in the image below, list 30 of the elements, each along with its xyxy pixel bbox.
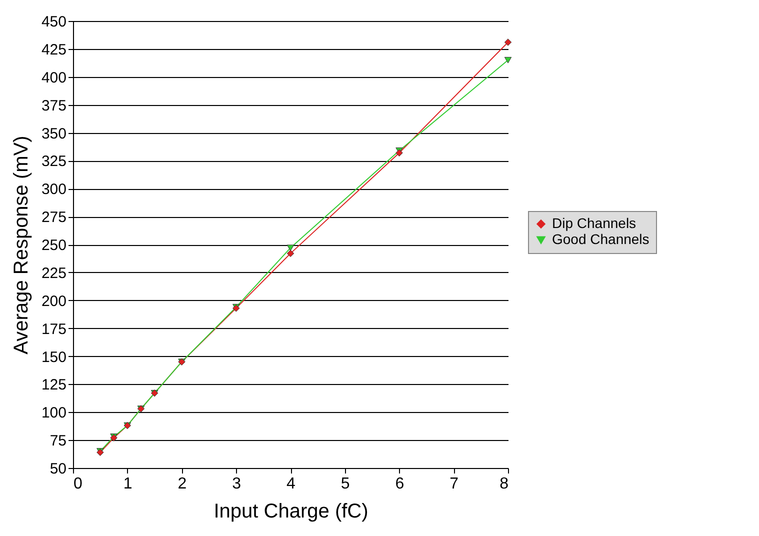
y-tick-label: 100 — [41, 404, 66, 422]
x-tick-label: 0 — [74, 476, 82, 492]
x-tick-label: 3 — [232, 476, 242, 492]
legend-label: Dip Channels — [552, 215, 636, 231]
x-tick-label: 7 — [450, 476, 459, 492]
x-tick-label: 1 — [123, 476, 132, 492]
y-tick-label: 125 — [41, 376, 66, 394]
y-axis-title: Average Response (mV) — [10, 136, 32, 354]
x-tick-label: 6 — [395, 476, 404, 492]
legend-label: Good Channels — [552, 231, 650, 247]
y-tick-label: 425 — [41, 41, 66, 58]
y-tick-label: 325 — [41, 153, 66, 170]
x-tick-label: 5 — [340, 476, 350, 492]
y-tick-label: 300 — [41, 181, 66, 198]
y-tick-label: 375 — [41, 97, 66, 114]
y-tick-label: 175 — [41, 320, 66, 338]
x-tick-label: 2 — [178, 476, 187, 492]
x-tick-label: 4 — [286, 476, 296, 492]
y-tick-label: 225 — [41, 264, 66, 282]
y-tick-label: 50 — [50, 460, 66, 478]
y-tick-label: 450 — [41, 14, 66, 30]
y-tick-label: 75 — [50, 432, 66, 450]
y-tick-label: 200 — [41, 292, 66, 310]
y-tick-label: 275 — [41, 209, 66, 226]
x-tick-label: 8 — [500, 476, 509, 492]
x-axis-title: Input Charge (fC) — [214, 500, 368, 522]
y-tick-label: 350 — [41, 125, 66, 142]
y-tick-label: 250 — [41, 237, 66, 254]
y-tick-label: 400 — [41, 69, 66, 86]
y-tick-label: 150 — [41, 348, 66, 366]
